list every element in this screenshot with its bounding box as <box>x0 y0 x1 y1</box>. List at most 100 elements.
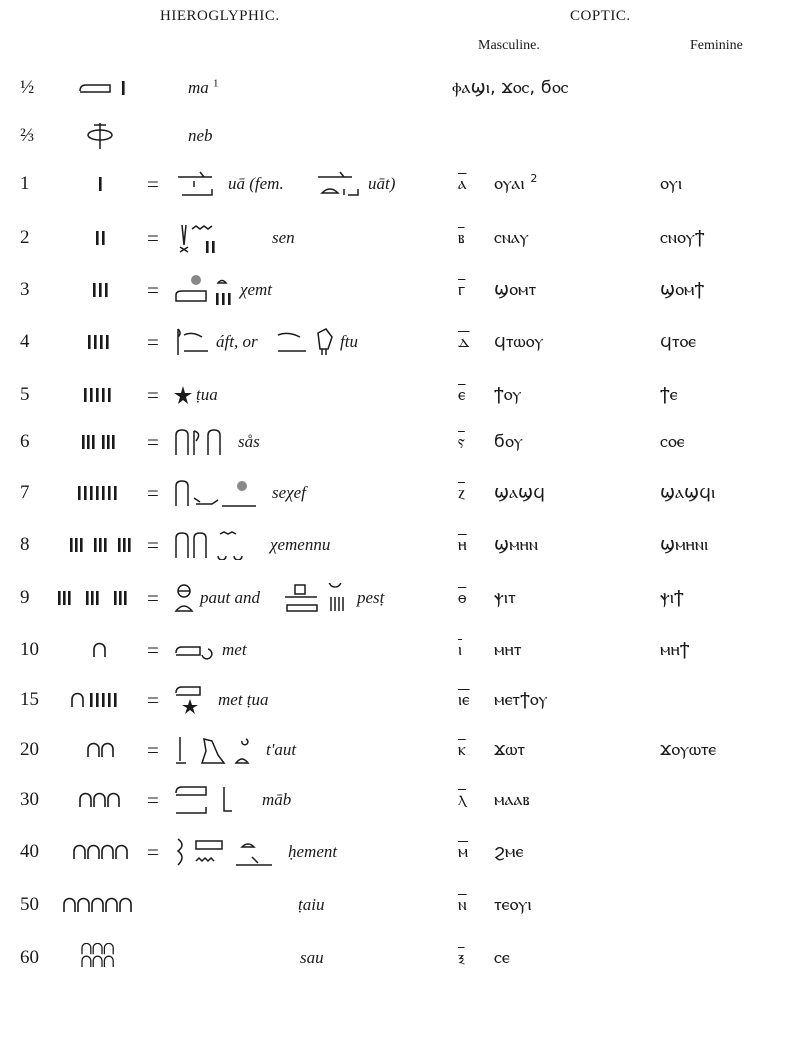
glyph-shape <box>179 224 213 253</box>
transliteration: uāt) <box>368 174 396 193</box>
glyph-shape <box>114 486 117 500</box>
glyph-shape <box>174 386 192 404</box>
hieroglyphic-numeral <box>81 943 114 968</box>
hieroglyphic-word <box>177 328 208 355</box>
glyph-shape <box>175 531 243 560</box>
hieroglyphic-numeral <box>58 591 127 605</box>
glyph-shape <box>82 435 85 449</box>
equals-sign: = <box>147 278 159 302</box>
glyph-shape <box>96 486 99 500</box>
glyph-shape <box>101 844 114 860</box>
glyph-shape <box>81 943 114 968</box>
transliteration: χemt <box>240 280 273 299</box>
equals-sign: = <box>147 226 159 250</box>
footnote-mark: 1 <box>213 77 219 90</box>
table-row: 50 ṭaiu ⲛ ⲧⲉⲟⲩⲓ <box>0 890 801 920</box>
coptic-feminine: ⲙⲏϯ <box>660 639 690 660</box>
glyph-shape <box>99 177 102 191</box>
transliteration: met <box>222 640 247 659</box>
hieroglyphic-word <box>176 838 272 866</box>
row-number: 15 <box>20 689 39 710</box>
glyph-shape <box>191 275 201 285</box>
glyph-shape <box>102 388 105 402</box>
coptic-masculine: ⲙⲉⲧϯⲟⲩ <box>494 689 548 710</box>
transliteration: neb <box>188 126 213 145</box>
table-row: 3 = χemt ⲅ ϣⲟⲙⲧ ϣⲟⲙϯ <box>0 275 801 305</box>
hieroglyphic-numeral <box>70 538 131 552</box>
hieroglyphic-word <box>277 328 333 355</box>
glyph-shape <box>87 742 100 758</box>
table-row: 8 = χemennu ⲏ ϣⲙⲏⲛ ϣⲙⲏⲛⲓ <box>0 530 801 560</box>
transliteration: ftu <box>340 332 358 351</box>
glyph-shape <box>99 538 102 552</box>
sub-heading: Masculine. <box>478 38 540 53</box>
coptic-numeral: ⲛ <box>458 895 467 915</box>
glyph-shape <box>294 584 306 595</box>
glyph-shape <box>77 897 90 913</box>
glyph-shape <box>277 328 333 355</box>
glyph-shape <box>96 693 99 707</box>
coptic-feminine: ⲟⲩⲓ <box>660 173 683 194</box>
glyph-shape <box>175 279 228 302</box>
coptic-masculine: ⲧⲉⲟⲩⲓ <box>494 894 532 915</box>
hieroglyphic-numeral <box>71 692 117 708</box>
glyph-shape <box>78 486 81 500</box>
coptic-numeral: ⲑ <box>458 588 467 608</box>
hieroglyphic-word <box>175 646 213 660</box>
row-number: 20 <box>20 739 39 760</box>
glyph-shape <box>88 335 91 349</box>
hieroglyphic-numeral <box>84 388 111 402</box>
coptic-numeral: ⲉ <box>458 385 466 405</box>
glyph-shape <box>63 591 66 605</box>
transliteration: māb <box>262 790 292 809</box>
table-row: 5 = ṭua ⲉ ϯⲟⲩ ϯⲉ <box>0 380 801 410</box>
coptic-feminine: ϥⲧⲟⲉ <box>660 331 697 352</box>
glyph-shape <box>58 591 61 605</box>
coptic-masculine: ϯⲟⲩ <box>494 384 522 405</box>
glyph-shape <box>128 538 131 552</box>
glyph-shape <box>90 388 93 402</box>
row-number: 40 <box>20 841 39 862</box>
coptic-numeral: ⲕ <box>458 740 466 760</box>
row-number: 1 <box>20 173 30 194</box>
transliteration: ḥement <box>288 842 338 861</box>
glyph-shape <box>318 171 359 196</box>
glyph-shape <box>114 591 117 605</box>
glyph-shape <box>80 538 83 552</box>
coptic-numeral: ⲇ <box>458 332 470 352</box>
table-row: 1 = uā (fem. uāt) ⲁ ⲟⲩⲁⲓ 2 ⲟⲩⲓ <box>0 169 801 199</box>
glyph-shape <box>182 699 198 714</box>
row-number: 5 <box>20 384 30 405</box>
glyph-shape <box>96 231 99 245</box>
glyph-shape <box>176 737 250 764</box>
coptic-masculine: ϣⲁϣϥ <box>494 482 545 503</box>
transliteration: seχef <box>272 483 306 502</box>
glyph-shape <box>285 583 344 612</box>
hieroglyphic-word <box>175 480 256 507</box>
glyph-shape <box>63 897 76 913</box>
column-heading: HIEROGLYPHIC. <box>160 8 280 24</box>
footnote-mark: 2 <box>530 172 538 185</box>
equals-sign: = <box>147 533 159 557</box>
row-number: 4 <box>20 331 30 352</box>
coptic-masculine: ⲟⲩⲁⲓ 2 <box>494 169 537 199</box>
coptic-masculine: ϣⲟⲙⲧ <box>494 279 537 300</box>
glyph-shape <box>70 538 73 552</box>
coptic-numeral: ⲙ <box>458 842 469 862</box>
glyph-shape <box>123 538 126 552</box>
sub-heading: Feminine <box>690 38 743 53</box>
equals-sign: = <box>147 738 159 762</box>
coptic-masculine: ϫⲱⲧ <box>494 739 526 760</box>
coptic-masculine: ⲥⲛⲁⲩ <box>494 227 529 248</box>
equals-sign: = <box>147 840 159 864</box>
glyph-shape <box>175 786 232 814</box>
glyph-shape <box>91 897 104 913</box>
glyph-shape <box>84 388 87 402</box>
glyph-shape <box>222 293 225 305</box>
row-number: ½ <box>20 77 35 98</box>
row-number: 60 <box>20 947 39 968</box>
equals-sign: = <box>147 481 159 505</box>
glyph-shape <box>108 486 111 500</box>
